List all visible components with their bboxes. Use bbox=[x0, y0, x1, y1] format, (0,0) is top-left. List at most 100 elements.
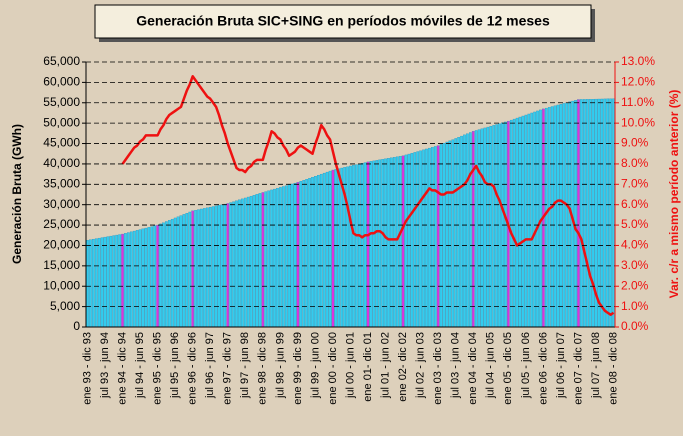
bar bbox=[115, 234, 119, 328]
y2-tick-label: 13.0% bbox=[621, 54, 655, 68]
bar bbox=[86, 240, 89, 328]
bar bbox=[188, 211, 192, 328]
bar bbox=[457, 137, 460, 328]
bar bbox=[176, 216, 180, 328]
bar bbox=[147, 227, 151, 328]
x-tick-label: ene 02- dic 02 bbox=[397, 332, 409, 402]
y2-tick-label: 1.0% bbox=[621, 299, 649, 313]
bar bbox=[553, 105, 557, 328]
bar bbox=[401, 155, 405, 328]
bar bbox=[91, 238, 95, 328]
x-tick-label: ene 99 - dic 99 bbox=[292, 332, 304, 405]
bar bbox=[200, 208, 203, 328]
bar bbox=[603, 98, 607, 328]
bar bbox=[597, 98, 601, 328]
bar bbox=[565, 102, 569, 328]
bar bbox=[322, 172, 326, 328]
bar bbox=[410, 153, 414, 328]
bar bbox=[97, 237, 101, 328]
bar bbox=[524, 114, 528, 328]
y2-tick-label: 7.0% bbox=[621, 176, 649, 190]
bar bbox=[398, 156, 402, 328]
bar bbox=[480, 128, 484, 328]
bar bbox=[191, 210, 194, 328]
bar bbox=[474, 130, 478, 328]
bar bbox=[436, 145, 440, 328]
bar bbox=[533, 111, 536, 328]
bar bbox=[179, 215, 183, 328]
bar bbox=[393, 157, 396, 328]
bar bbox=[559, 104, 563, 328]
bar bbox=[375, 160, 379, 328]
bar bbox=[235, 200, 238, 328]
bar bbox=[252, 195, 256, 328]
bar bbox=[89, 239, 92, 328]
bar bbox=[276, 188, 279, 328]
bar bbox=[363, 162, 367, 328]
bar bbox=[238, 199, 241, 328]
bar bbox=[527, 113, 531, 328]
bar bbox=[165, 221, 168, 328]
y2-tick-label: 0.0% bbox=[621, 319, 649, 333]
bar bbox=[562, 103, 566, 328]
y-tick-label: 30,000 bbox=[43, 197, 80, 211]
bar bbox=[319, 173, 323, 328]
bar bbox=[504, 121, 507, 328]
x-tick-label: ene 01- dic 01 bbox=[362, 332, 374, 402]
x-tick-label: ene 97 - dic 97 bbox=[222, 332, 234, 405]
bar bbox=[395, 156, 399, 328]
x-tick-label: ene 07 - dic 07 bbox=[572, 332, 584, 405]
y2-tick-label: 2.0% bbox=[621, 278, 649, 292]
bar bbox=[407, 153, 411, 328]
bar bbox=[255, 194, 259, 328]
bar bbox=[287, 184, 291, 328]
x-tick-label: ene 06 - dic 06 bbox=[537, 332, 549, 405]
bar bbox=[118, 234, 121, 328]
x-tick-label: jul 99 - jun 00 bbox=[309, 332, 321, 399]
x-tick-label: jul 96 - jun 97 bbox=[204, 332, 216, 399]
y-tick-label: 55,000 bbox=[43, 95, 80, 109]
bar bbox=[612, 98, 615, 328]
x-tick-label: ene 04 - dic 04 bbox=[467, 332, 479, 405]
x-tick-label: jul 97 - jun 98 bbox=[239, 332, 251, 399]
y-tick-label: 50,000 bbox=[43, 115, 80, 129]
bar bbox=[258, 193, 262, 328]
bar bbox=[182, 214, 186, 328]
bar bbox=[606, 98, 610, 328]
bar bbox=[369, 161, 373, 328]
bar bbox=[530, 112, 534, 328]
bar bbox=[334, 169, 338, 328]
bar bbox=[454, 138, 458, 328]
x-tick-label: jul 93 - jun 94 bbox=[99, 332, 111, 399]
bar bbox=[469, 132, 472, 328]
bar bbox=[416, 151, 420, 328]
bar bbox=[141, 228, 145, 328]
y-axis-label: Generación Bruta (GWh) bbox=[10, 124, 24, 264]
bar bbox=[232, 201, 235, 328]
bar bbox=[521, 115, 525, 328]
bar bbox=[588, 99, 592, 328]
y2-tick-label: 8.0% bbox=[621, 156, 649, 170]
bar bbox=[173, 217, 177, 328]
bar bbox=[591, 99, 595, 328]
y-tick-label: 45,000 bbox=[43, 136, 80, 150]
x-tick-label: ene 96 - dic 96 bbox=[187, 332, 199, 405]
bar bbox=[477, 129, 481, 328]
bar bbox=[241, 198, 244, 328]
bar bbox=[390, 157, 393, 328]
bar bbox=[577, 99, 580, 328]
bar bbox=[331, 169, 335, 328]
bar bbox=[378, 159, 382, 328]
bar bbox=[346, 166, 349, 328]
bar bbox=[550, 106, 554, 328]
bar bbox=[492, 125, 496, 328]
bar bbox=[372, 160, 376, 328]
bar bbox=[512, 118, 516, 328]
y-tick-label: 40,000 bbox=[43, 156, 80, 170]
bar bbox=[556, 104, 560, 328]
bar bbox=[387, 158, 390, 328]
bar bbox=[419, 150, 422, 328]
bar bbox=[296, 182, 300, 328]
bar bbox=[422, 149, 425, 328]
bar bbox=[226, 203, 230, 328]
